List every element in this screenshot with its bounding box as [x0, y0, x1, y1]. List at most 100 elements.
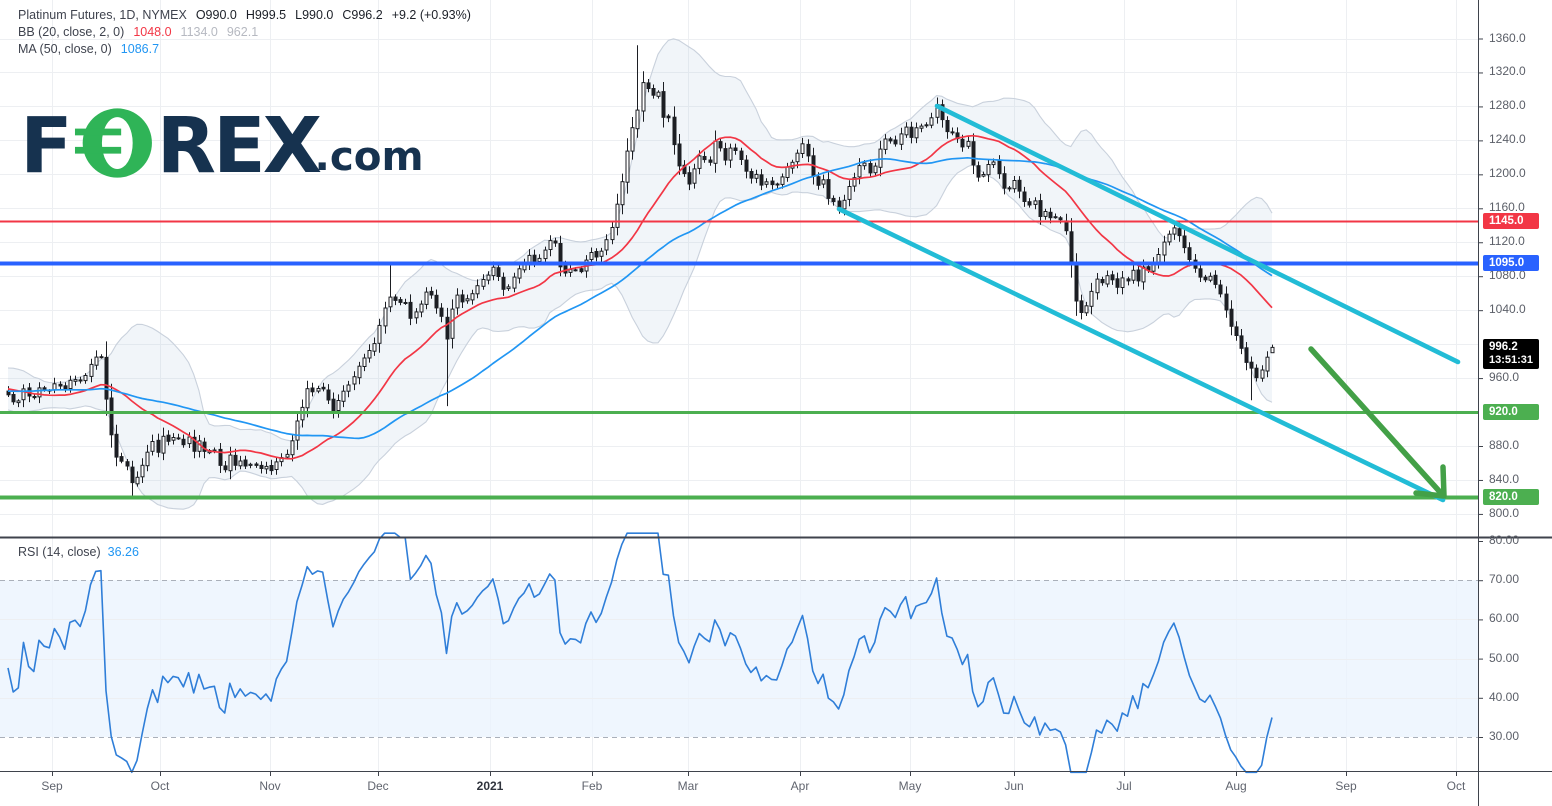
candle-down [909, 126, 914, 138]
candle-up [1033, 200, 1038, 205]
candle-up [899, 133, 904, 145]
ohlc-item: L990.0 [295, 8, 334, 22]
rsi-band [0, 580, 1478, 738]
candle-up [1265, 356, 1270, 372]
candle-up [1120, 277, 1125, 288]
rsi-line[interactable] [7, 532, 1273, 774]
candle-up [455, 294, 460, 309]
candle-up [656, 91, 661, 97]
candle-up [986, 164, 991, 176]
rsi-value: 36.26 [107, 545, 139, 559]
candle-up [919, 125, 924, 129]
candle-down [1254, 367, 1259, 379]
candle-up [171, 437, 176, 441]
candle-up [517, 268, 522, 279]
projection-arrow[interactable] [1308, 346, 1447, 499]
candle-down [558, 243, 563, 268]
bollinger-upper-line [7, 38, 1273, 442]
candle-down [1234, 326, 1239, 336]
candle-up [728, 147, 733, 161]
rsi-band-fill [0, 580, 1478, 737]
candle-down [950, 131, 955, 134]
legend-row-bb: BB (20, close, 2, 0) 1048.0 1134.0 962.1 [18, 24, 489, 41]
candle-down [831, 197, 836, 203]
candle-down [708, 159, 713, 163]
candle-up [780, 176, 785, 185]
candle-up [285, 453, 290, 458]
candle-down [331, 398, 336, 413]
candle-up [1089, 290, 1094, 307]
candle-up [630, 127, 635, 152]
candle-down [1053, 216, 1058, 219]
candlestick-series[interactable] [6, 45, 1275, 497]
candle-up [754, 173, 759, 179]
candle-up [842, 199, 847, 210]
candle-up [377, 324, 382, 344]
candle-down [651, 88, 656, 96]
candle-down [1136, 269, 1141, 282]
candle-down [1069, 231, 1074, 266]
candle-up [635, 109, 640, 130]
candle-down [233, 454, 238, 466]
candle-down [445, 316, 450, 340]
candle-down [1249, 361, 1254, 369]
candle-down [496, 267, 501, 278]
bb-basis-value: 1048.0 [133, 25, 172, 39]
candle-up [713, 140, 718, 164]
upper-downtrend-line[interactable] [934, 103, 1461, 365]
candle-down [672, 116, 677, 146]
candle-up [403, 302, 408, 304]
candle-up [1270, 346, 1275, 354]
candle-up [238, 460, 243, 467]
candle-down [1007, 187, 1012, 190]
candle-down [940, 104, 945, 121]
candle-down [888, 138, 893, 142]
candle-up [264, 465, 269, 470]
symbol-title: Platinum Futures, 1D, NYMEX [18, 8, 187, 22]
lower-downtrend-line[interactable] [836, 206, 1446, 503]
candle-up [228, 454, 233, 472]
candle-down [893, 139, 898, 145]
candle-down [573, 269, 578, 272]
candle-up [883, 138, 888, 150]
arrow-shaft[interactable] [1308, 346, 1443, 495]
candle-down [243, 459, 248, 467]
candle-up [21, 388, 26, 401]
candle-down [945, 120, 950, 133]
candle-up [604, 239, 609, 251]
candle-down [960, 138, 965, 148]
candle-up [341, 390, 346, 402]
candle-up [470, 293, 475, 301]
candle-down [1187, 247, 1192, 260]
candle-down [104, 356, 109, 400]
candle-down [646, 82, 651, 90]
candle-up [295, 420, 300, 441]
candle-up [274, 461, 279, 470]
ma-label: MA (50, close, 0) [18, 42, 112, 56]
candle-down [1229, 308, 1234, 327]
candle-up [625, 150, 630, 183]
candle-down [42, 387, 47, 391]
candle-up [135, 476, 140, 485]
candle-up [352, 376, 357, 385]
candle-up [764, 181, 769, 185]
candle-up [924, 124, 929, 127]
candle-up [187, 436, 192, 445]
candle-up [852, 177, 857, 187]
candle-down [1239, 335, 1244, 349]
candle-up [248, 463, 253, 466]
candle-up [486, 274, 491, 281]
candle-up [1084, 305, 1089, 314]
candle-down [166, 434, 171, 442]
bb-basis-line[interactable] [7, 134, 1273, 460]
candle-down [1074, 264, 1079, 302]
candle-up [795, 152, 800, 163]
candle-down [806, 143, 811, 157]
candle-down [702, 156, 707, 161]
candle-down [1198, 268, 1203, 278]
candle-down [1079, 300, 1084, 313]
candle-down [218, 448, 223, 466]
candle-down [1224, 293, 1229, 311]
bb-lower-value: 962.1 [226, 25, 259, 39]
